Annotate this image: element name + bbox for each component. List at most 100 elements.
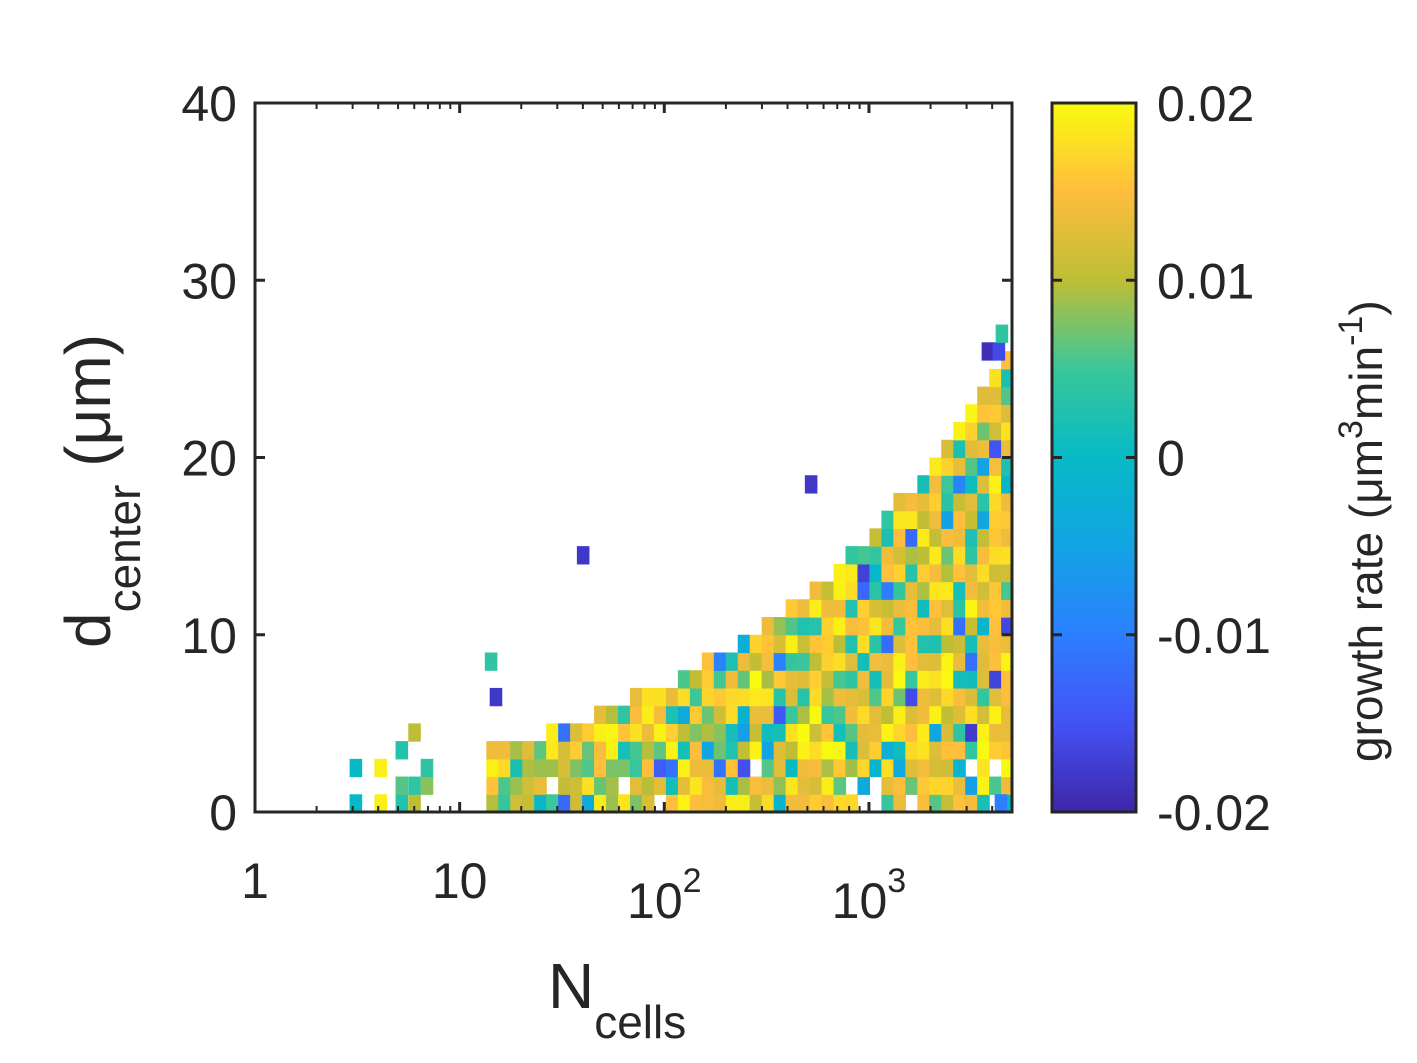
x-tick-label: 103 [832, 862, 907, 929]
heatmap-cell [881, 758, 894, 778]
heatmap-cell [821, 634, 835, 654]
heatmap-cell [713, 652, 727, 671]
heatmap-cell [785, 741, 799, 760]
heatmap-cell [857, 776, 871, 795]
x-axis-title-sub: cells [594, 996, 686, 1048]
y-tick-label: 20 [181, 431, 237, 487]
heatmap-cell [989, 634, 1002, 654]
heatmap-cell [965, 581, 978, 600]
heatmap-cell [773, 617, 787, 636]
heatmap-cell [773, 670, 787, 689]
heatmap-cell [761, 741, 775, 760]
heatmap-cell [785, 617, 799, 636]
y-tick-labels: 0 10 20 30 40 [181, 76, 237, 841]
heatmap-cell [953, 546, 966, 565]
heatmap-cell [981, 342, 995, 361]
heatmap-cell [1001, 563, 1012, 583]
heatmap-cell [1001, 351, 1012, 370]
y-tick-label: 0 [209, 785, 237, 841]
heatmap-cell [1001, 599, 1012, 618]
heatmap-cell [893, 492, 906, 512]
heatmap-cell [677, 687, 691, 707]
heatmap-cell [797, 652, 811, 671]
heatmap-cell [725, 776, 739, 795]
heatmap-cell [977, 422, 990, 441]
heatmap-cell [989, 386, 1002, 405]
heatmap-cell [977, 634, 990, 654]
heatmap-cell [677, 758, 691, 778]
heatmap-cell [821, 705, 835, 724]
heatmap-cell [349, 794, 363, 812]
heatmap-cell [1001, 705, 1012, 724]
x-tick-label: 10 [432, 853, 488, 909]
heatmap-cell [989, 546, 1002, 565]
heatmap-cell [534, 741, 547, 760]
heatmap-cell [785, 794, 799, 812]
heatmap-cell [522, 794, 535, 812]
heatmap-cell [905, 546, 918, 565]
heatmap-cell [606, 741, 619, 760]
heatmap-cell [761, 758, 775, 778]
heatmap-cell [857, 652, 871, 671]
heatmap-cell [689, 776, 703, 795]
y-axis-title: dcenter (μm) [52, 334, 150, 648]
heatmap-cell [845, 687, 859, 707]
colorbar-tick-label: 0 [1157, 431, 1185, 487]
heatmap-cell [809, 634, 823, 654]
heatmap-cell [713, 758, 727, 778]
heatmap-cell [534, 776, 547, 795]
heatmap-cell [905, 492, 918, 512]
heatmap-cell [905, 581, 918, 600]
heatmap-cell [989, 776, 1002, 795]
heatmap-cell [737, 758, 751, 778]
heatmap-cell [881, 634, 894, 654]
heatmap-cell [893, 758, 906, 778]
heatmap-cell [737, 723, 751, 742]
heatmap-cell [349, 758, 363, 778]
heatmap-cell [953, 652, 966, 671]
heatmap-cell [965, 563, 978, 583]
heatmap-cell [917, 492, 930, 512]
heatmap-cell [749, 723, 763, 742]
heatmap-cell [977, 457, 990, 476]
heatmap-cell [510, 794, 523, 812]
heatmap-cell [893, 510, 906, 529]
heatmap-cell [510, 758, 523, 778]
heatmap-cell [941, 563, 954, 583]
heatmap-cell [905, 599, 918, 618]
heatmap-cell [857, 617, 871, 636]
heatmap-cell [761, 705, 775, 724]
colorbar-title-sup1: 3 [1332, 420, 1370, 439]
heatmap-cell [486, 776, 499, 795]
heatmap-cell [941, 546, 954, 565]
heatmap-cell [737, 705, 751, 724]
heatmap-cell [989, 652, 1002, 671]
heatmap-cell [701, 705, 715, 724]
heatmap-cell [486, 758, 499, 778]
heatmap-cell [570, 723, 583, 742]
heatmap-cell [1001, 439, 1012, 459]
heatmap-cell [725, 705, 739, 724]
heatmap-cell [749, 687, 763, 707]
heatmap-cell [869, 723, 882, 742]
heatmap-cell [881, 599, 894, 618]
heatmap-cell [917, 581, 930, 600]
heatmap-cell [977, 617, 990, 636]
heatmap-cell [857, 758, 871, 778]
heatmap-cell [929, 457, 942, 476]
heatmap-cell [594, 723, 607, 742]
heatmap-cell [689, 723, 703, 742]
heatmap-cell [761, 776, 775, 795]
x-tick-labels: 1 10 102 103 [241, 853, 906, 929]
y-axis-title-unit: (μm) [52, 334, 124, 485]
heatmap-cell [833, 599, 847, 618]
heatmap-cell [953, 617, 966, 636]
heatmap-cell [761, 634, 775, 654]
heatmap-cell [1001, 652, 1012, 671]
heatmap-cell [869, 617, 882, 636]
heatmap-cell [869, 563, 882, 583]
heatmap-cell [833, 705, 847, 724]
heatmap-cell [869, 670, 882, 689]
heatmap-cell [546, 758, 559, 778]
